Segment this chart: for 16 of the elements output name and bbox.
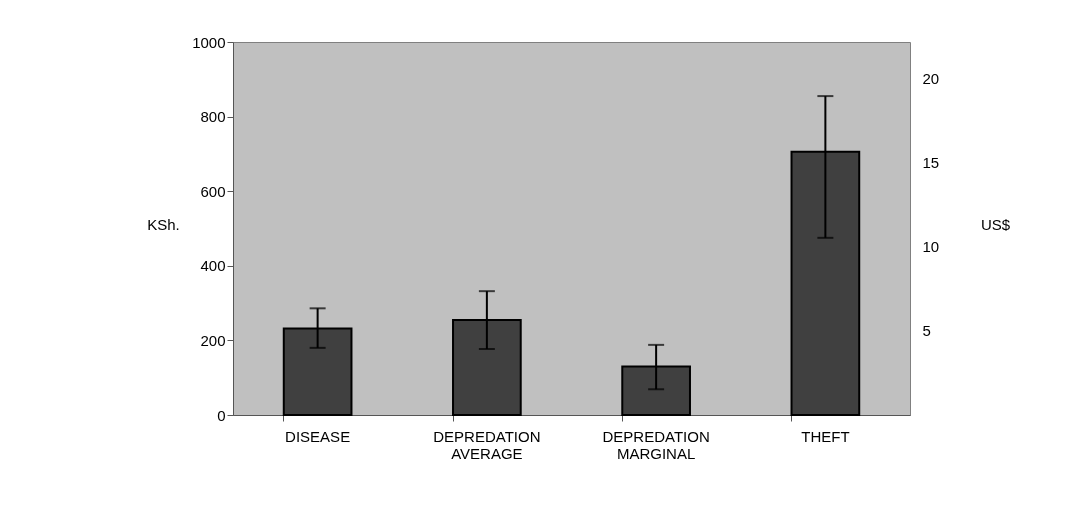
y2-tick-label: 5 [922,322,931,340]
y2-tick-label: 10 [922,238,940,256]
y-tick-label: 0 [217,406,226,424]
x-tick-label: DEPREDATION AVERAGE [433,427,541,462]
x-tick-label: DEPREDATION MARGINAL [602,427,710,462]
y-tick-label: 600 [200,182,226,200]
y-tick-label: 400 [200,257,226,275]
x-tick-label: DISEASE [285,427,351,445]
y-tick-label: 1000 [192,33,226,51]
y-tick-label: 200 [200,331,226,349]
y-tick-label: 800 [200,108,226,126]
y2-tick-label: 20 [922,70,940,88]
y2-tick-label: 15 [922,154,940,172]
y2-axis-title: US$ [980,215,1011,233]
y-axis-title: KSh. [147,215,180,233]
x-tick-label: THEFT [801,427,850,445]
